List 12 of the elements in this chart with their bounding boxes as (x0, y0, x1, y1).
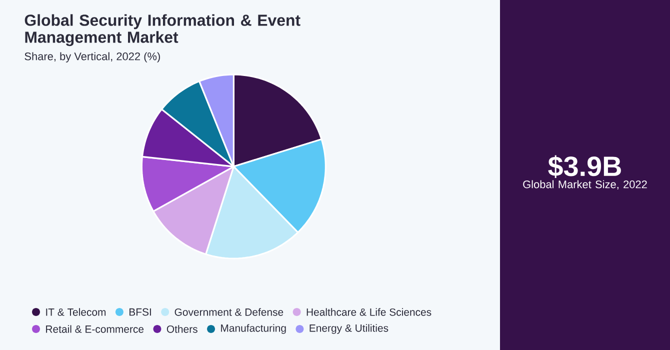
legend-label: Healthcare & Life Sciences (306, 308, 432, 316)
text: Global Market Size, 2022 (523, 180, 647, 190)
legend-label: Retail & E-commerce (46, 325, 144, 333)
legend-label: IT & Telecom (46, 308, 106, 316)
legend-label: BFSI (130, 308, 151, 316)
legend-label: Others (166, 325, 198, 333)
legend-label: Energy & Utilities (310, 324, 388, 334)
legend-label: Manufacturing (221, 324, 286, 334)
legend-label: Government & Defense (174, 308, 284, 316)
text: $3.9B (548, 155, 621, 178)
chart-subtitle: Share, by Vertical, 2022 (%) (24, 52, 160, 62)
chart-title: Global Security Information & Event Management Market (24, 14, 300, 46)
